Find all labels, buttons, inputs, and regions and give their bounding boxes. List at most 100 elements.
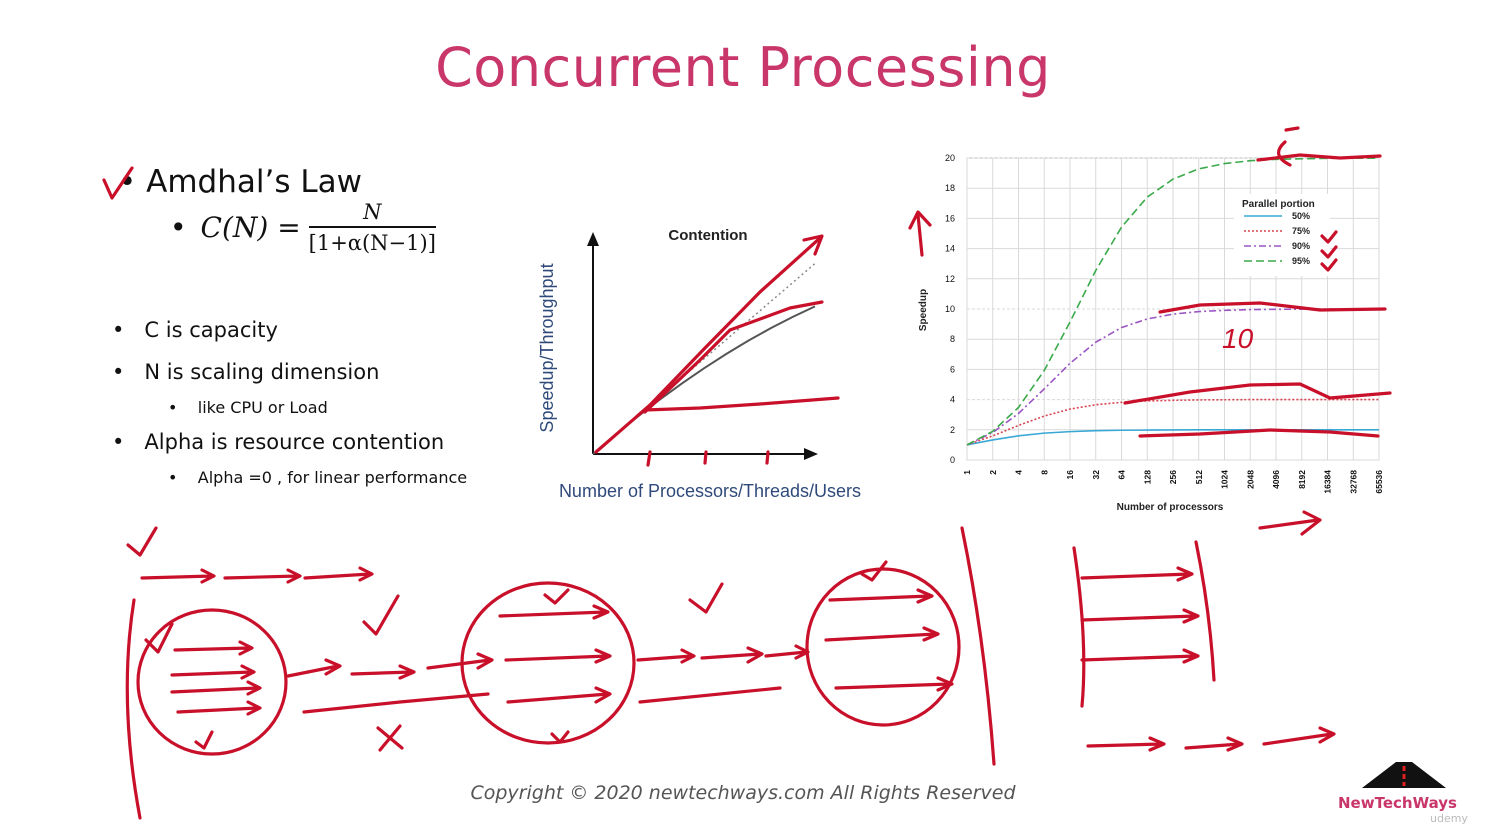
y-tick-label: 0 bbox=[950, 455, 955, 465]
arrow bbox=[764, 644, 810, 660]
right-arrow bbox=[1258, 510, 1322, 536]
amdahl-formula: • C(N) = N [1+α(N−1)] bbox=[170, 200, 436, 255]
y-tick-label: 4 bbox=[950, 395, 955, 405]
main-bullet-text: Amdhal’s Law bbox=[146, 164, 362, 200]
check-mark bbox=[194, 730, 214, 750]
tick-mark bbox=[765, 450, 770, 465]
arrow bbox=[1086, 736, 1166, 752]
vertical-line bbox=[125, 598, 142, 820]
handwritten-ten: 10 bbox=[1222, 323, 1254, 354]
bullet-dot: • bbox=[170, 211, 187, 244]
y-axis-arrow bbox=[587, 232, 599, 246]
speedup-legend: Parallel portion 50% 75% 90% 95% bbox=[1234, 194, 1330, 276]
process-circle-2 bbox=[460, 581, 636, 745]
speedup-x-label: Number of processors bbox=[1117, 502, 1224, 513]
formula-lhs: C(N) = bbox=[200, 211, 301, 244]
logo-text: NewTechWays bbox=[1338, 794, 1457, 812]
ink-20-line bbox=[1256, 153, 1382, 162]
legend-check bbox=[1320, 258, 1338, 272]
linear-scaling-line bbox=[592, 262, 816, 455]
arrow bbox=[828, 588, 934, 604]
vertical-line bbox=[960, 526, 996, 766]
slide-title: Concurrent Processing bbox=[435, 36, 1051, 99]
series-line bbox=[966, 398, 1379, 446]
check-mark bbox=[102, 166, 134, 200]
x-tick-label: 1 bbox=[962, 470, 972, 475]
y-tick-label: 10 bbox=[945, 304, 955, 314]
x-tick-label: 64 bbox=[1117, 470, 1127, 480]
check-mark bbox=[688, 582, 724, 614]
arrow bbox=[824, 626, 940, 642]
x-tick-label: 128 bbox=[1142, 470, 1152, 484]
legend-label: 95% bbox=[1292, 256, 1310, 266]
arrow bbox=[170, 680, 262, 696]
arrow bbox=[1080, 566, 1194, 582]
arrow bbox=[834, 676, 954, 692]
ink-squiggle bbox=[1277, 126, 1300, 167]
legend-label: 90% bbox=[1292, 241, 1310, 251]
list-item-text: N is scaling dimension bbox=[144, 360, 380, 384]
copyright-footer: Copyright © 2020 newtechways.com All Rig… bbox=[470, 782, 1016, 804]
arrow bbox=[140, 568, 216, 584]
list-item-text: Alpha =0 , for linear performance bbox=[197, 468, 468, 487]
x-tick-label: 8 bbox=[1039, 470, 1049, 475]
arrow bbox=[350, 664, 416, 680]
x-tick-label: 512 bbox=[1194, 470, 1204, 484]
x-mark bbox=[376, 724, 404, 752]
arrow bbox=[504, 648, 612, 664]
y-tick-label: 8 bbox=[950, 334, 955, 344]
arrow bbox=[170, 664, 256, 680]
list-item-text: like CPU or Load bbox=[197, 398, 328, 417]
platform-watermark: udemy bbox=[1430, 812, 1468, 825]
arrow bbox=[1262, 726, 1336, 746]
chart-title: Contention bbox=[668, 227, 747, 244]
speedup-y-label: Speedup bbox=[918, 289, 929, 331]
arrow bbox=[700, 646, 764, 664]
line bbox=[302, 692, 490, 714]
arrow bbox=[426, 652, 494, 670]
formula-fraction: N [1+α(N−1)] bbox=[308, 200, 436, 255]
formula-numerator: N bbox=[363, 200, 382, 224]
list-item: • Alpha =0 , for linear performance bbox=[168, 468, 468, 487]
x-tick-label: 8192 bbox=[1297, 470, 1307, 489]
arrow bbox=[173, 640, 254, 656]
y-tick-label: 16 bbox=[945, 213, 955, 223]
x-tick-label: 32768 bbox=[1348, 470, 1358, 494]
legend-label: 75% bbox=[1292, 226, 1310, 236]
x-axis-arrow bbox=[804, 448, 818, 460]
list-item-text: Alpha is resource contention bbox=[144, 430, 445, 454]
legend-label: 50% bbox=[1292, 211, 1310, 221]
ink-10-line bbox=[1158, 301, 1387, 314]
check-mark bbox=[550, 730, 570, 744]
list-item: • C is capacity bbox=[112, 318, 278, 342]
ink-2-line bbox=[1138, 428, 1380, 438]
arrow bbox=[1184, 736, 1244, 752]
legend-title: Parallel portion bbox=[1242, 199, 1315, 210]
x-tick-label: 256 bbox=[1168, 470, 1178, 484]
ink-4-line bbox=[1123, 382, 1392, 405]
tick-mark bbox=[646, 450, 652, 467]
check-mark bbox=[362, 594, 400, 636]
formula-denominator: [1+α(N−1)] bbox=[308, 226, 436, 255]
contention-ink-curve bbox=[643, 300, 824, 414]
arrow bbox=[303, 566, 374, 582]
arrow bbox=[286, 658, 342, 678]
x-tick-label: 2048 bbox=[1245, 470, 1255, 489]
y-tick-label: 12 bbox=[945, 274, 955, 284]
speedup-y-ticks: 0 2 4 6 8 10 12 14 16 18 20 bbox=[945, 153, 955, 465]
y-axis-label: Speedup/Throughput bbox=[537, 263, 557, 432]
arrow bbox=[223, 568, 302, 584]
legend-entries: 50% 75% 90% 95% bbox=[1244, 211, 1310, 266]
list-item: • like CPU or Load bbox=[168, 398, 328, 417]
vertical-line bbox=[1194, 540, 1216, 682]
x-tick-label: 16384 bbox=[1323, 470, 1333, 494]
list-item: • N is scaling dimension bbox=[112, 360, 380, 384]
legend-check bbox=[1320, 245, 1338, 259]
x-tick-label: 2 bbox=[988, 470, 998, 475]
check-mark bbox=[860, 560, 888, 582]
x-tick-label: 16 bbox=[1065, 470, 1075, 480]
x-axis-label: Number of Processors/Threads/Users bbox=[559, 481, 861, 501]
arrow bbox=[1080, 608, 1200, 624]
